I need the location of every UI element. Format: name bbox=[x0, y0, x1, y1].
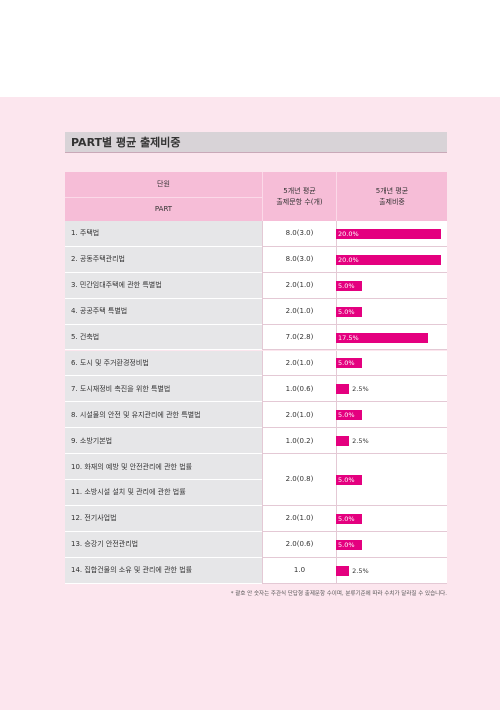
share-label: 2.5% bbox=[352, 566, 369, 575]
unit-cell: 9. 소방기본법 bbox=[65, 428, 262, 455]
unit-cell: 1. 주택법 bbox=[65, 221, 262, 247]
share-bar bbox=[336, 332, 428, 343]
header-cell: PART bbox=[65, 196, 262, 221]
share-bar bbox=[336, 513, 363, 524]
share-label: 2.5% bbox=[352, 437, 369, 446]
share-label: 17.5% bbox=[338, 333, 359, 342]
section-title: PART별 평균 출제비중 bbox=[65, 132, 447, 153]
count-cell: 2.0(0.6) bbox=[262, 531, 336, 558]
footnote: * 괄호 안 숫자는 주관식 단답형 출제문항 수이며, 분류기준에 따라 수치… bbox=[230, 591, 447, 597]
unit-cell: 11. 소방시설 설치 및 관리에 관한 법률 bbox=[65, 480, 262, 506]
share-label: 5.0% bbox=[338, 359, 355, 368]
share-bar bbox=[336, 565, 350, 576]
share-bar bbox=[336, 228, 441, 239]
share-label: 20.0% bbox=[338, 255, 359, 264]
unit-cell: 12. 전기사업법 bbox=[65, 505, 262, 532]
share-cell bbox=[336, 428, 447, 455]
count-cell: 8.0(3.0) bbox=[262, 221, 336, 247]
count-cell: 2.0(1.0) bbox=[262, 402, 336, 429]
header-cell: 5개년 평균 출제문항 수(개) bbox=[262, 172, 336, 221]
unit-cell: 7. 도시재정비 촉진을 위한 특별법 bbox=[65, 376, 262, 403]
unit-cell: 4. 공공주택 특별법 bbox=[65, 298, 262, 325]
share-bar bbox=[336, 280, 363, 291]
header-cell: 단원 bbox=[65, 172, 262, 197]
count-cell: 8.0(3.0) bbox=[262, 246, 336, 273]
unit-cell: 13. 승강기 안전관리법 bbox=[65, 531, 262, 558]
share-label: 5.0% bbox=[338, 476, 355, 484]
count-cell: 7.0(2.8) bbox=[262, 324, 336, 351]
count-cell: 1.0(0.6) bbox=[262, 376, 336, 403]
count-cell: 2.0(0.8) bbox=[262, 454, 336, 506]
share-bar bbox=[336, 384, 350, 395]
share-bar bbox=[336, 475, 363, 485]
header-cell: 5개년 평균 출제비중 bbox=[336, 172, 447, 221]
share-bar bbox=[336, 358, 363, 369]
count-cell: 1.0 bbox=[262, 557, 336, 584]
share-bar bbox=[336, 539, 363, 550]
unit-cell: 3. 민간임대주택에 관한 특별법 bbox=[65, 272, 262, 299]
unit-cell: 2. 공동주택관리법 bbox=[65, 246, 262, 273]
share-label: 5.0% bbox=[338, 540, 355, 549]
share-bar bbox=[336, 436, 350, 447]
unit-cell: 14. 집합건물의 소유 및 관리에 관한 법률 bbox=[65, 557, 262, 584]
share-label: 5.0% bbox=[338, 281, 355, 290]
share-label: 20.0% bbox=[338, 229, 359, 238]
count-cell: 1.0(0.2) bbox=[262, 428, 336, 455]
count-cell: 2.0(1.0) bbox=[262, 298, 336, 325]
share-cell bbox=[336, 557, 447, 584]
unit-cell: 6. 도시 및 주거환경정비법 bbox=[65, 350, 262, 377]
unit-cell: 8. 시설물의 안전 및 유지관리에 관한 특별법 bbox=[65, 402, 262, 429]
share-bar bbox=[336, 306, 363, 317]
share-bar bbox=[336, 410, 363, 421]
share-label: 2.5% bbox=[352, 385, 369, 394]
unit-cell: 5. 건축법 bbox=[65, 324, 262, 351]
count-cell: 2.0(1.0) bbox=[262, 350, 336, 377]
share-label: 5.0% bbox=[338, 514, 355, 523]
count-cell: 2.0(1.0) bbox=[262, 272, 336, 299]
share-bar bbox=[336, 254, 441, 265]
count-cell: 2.0(1.0) bbox=[262, 505, 336, 532]
unit-cell: 10. 화재의 예방 및 안전관리에 관한 법률 bbox=[65, 454, 262, 480]
share-label: 5.0% bbox=[338, 307, 355, 316]
share-label: 5.0% bbox=[338, 411, 355, 420]
